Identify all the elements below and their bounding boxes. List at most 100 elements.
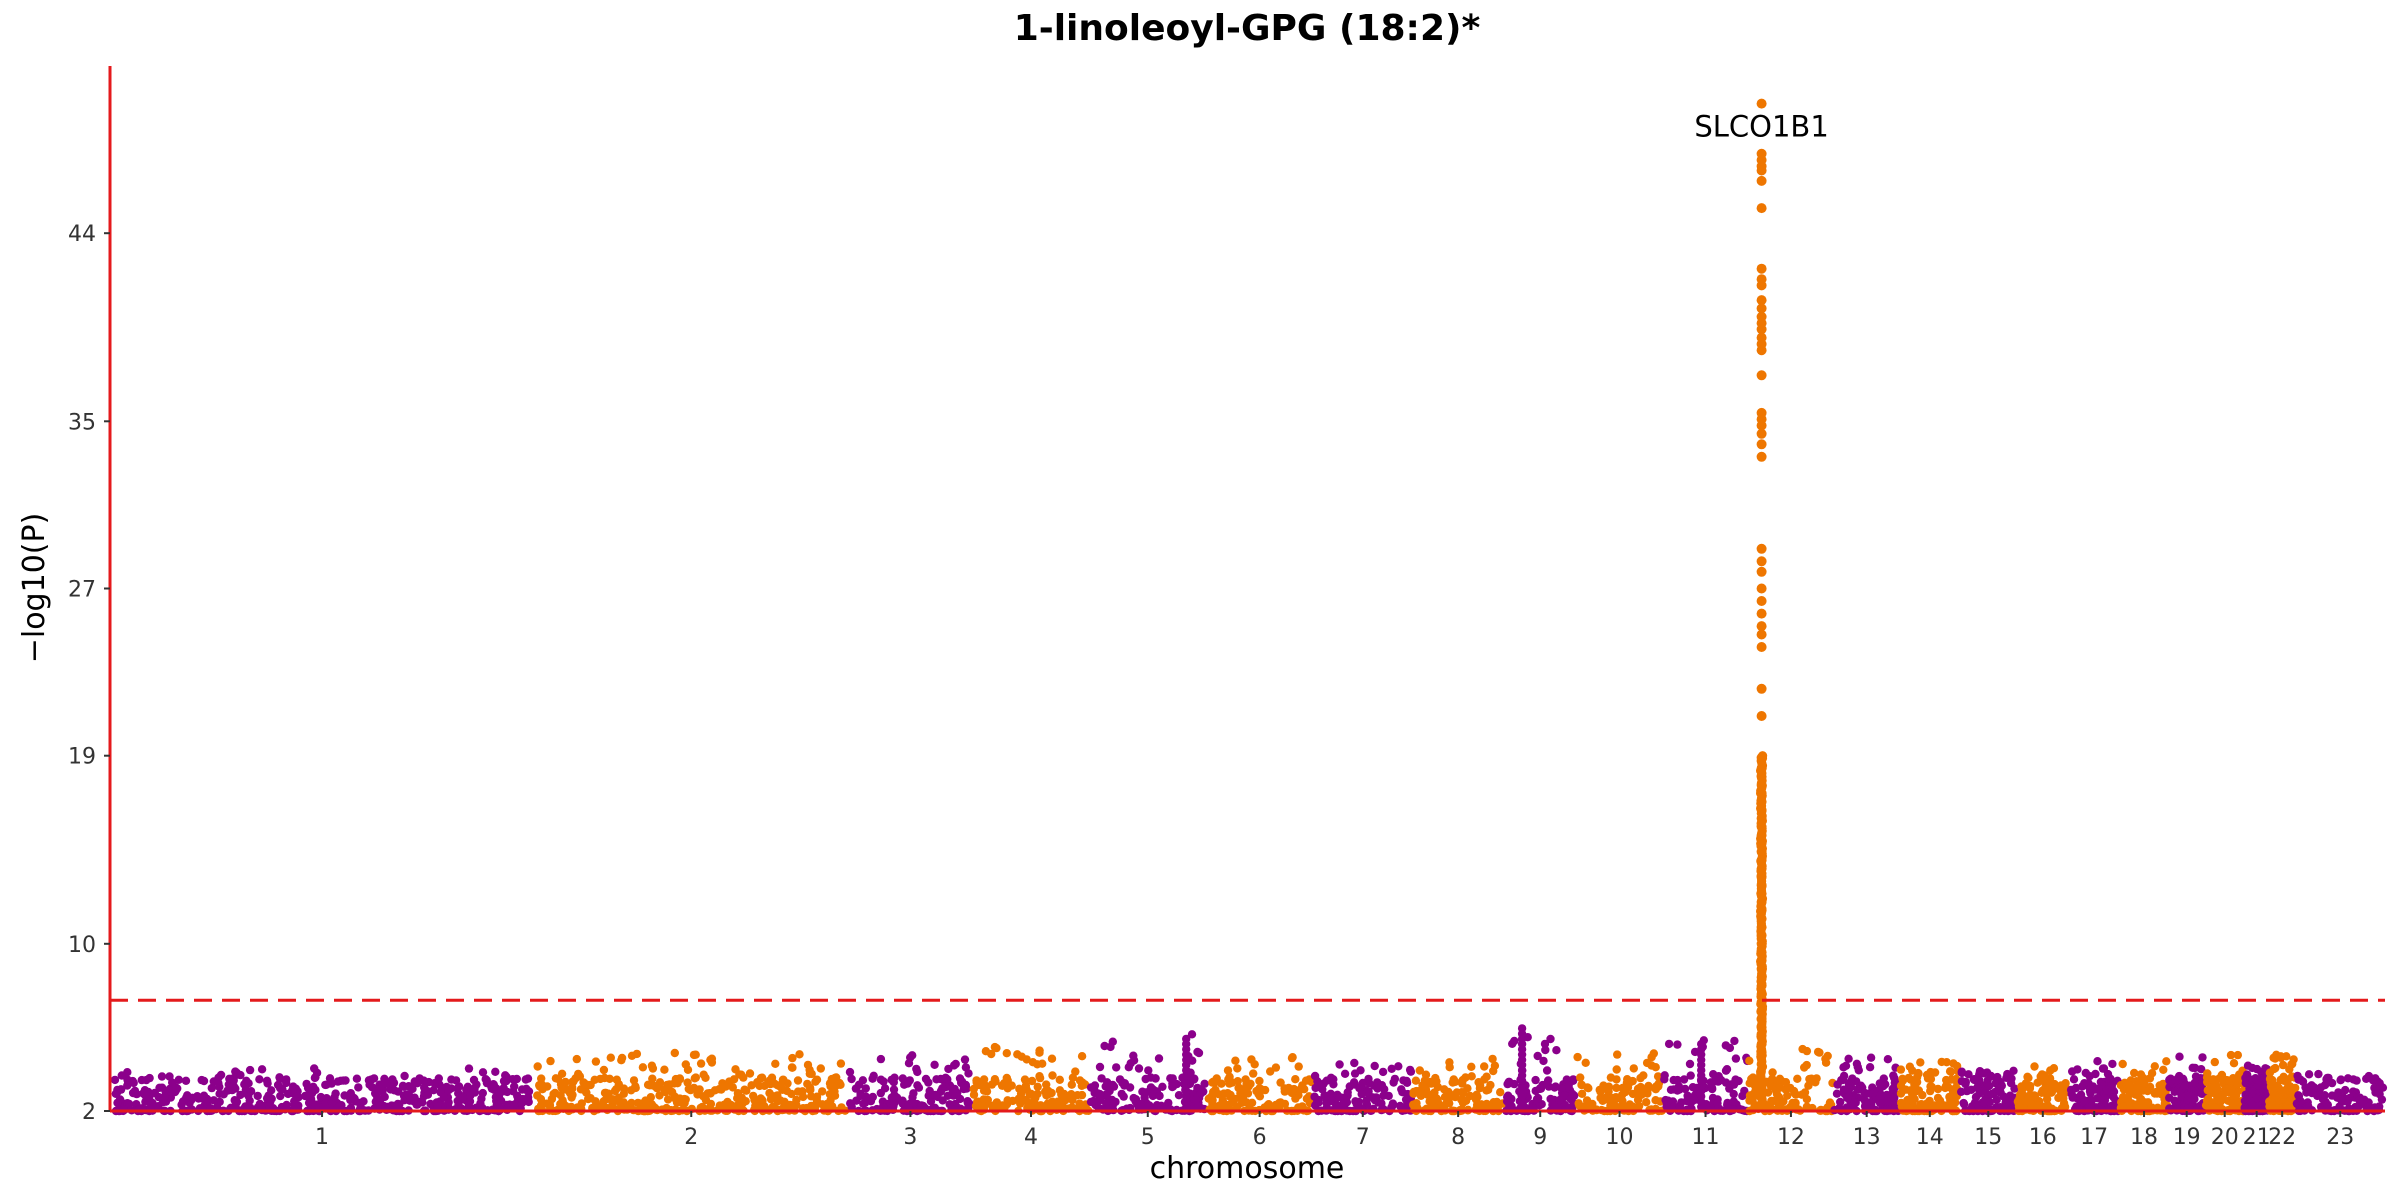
snp-point <box>1397 1085 1406 1094</box>
snp-point <box>1685 1059 1695 1069</box>
snp-point <box>1661 1095 1670 1105</box>
snp-point <box>1226 1092 1235 1102</box>
snp-point <box>693 1090 702 1099</box>
snp-point <box>792 1095 801 1105</box>
snp-point <box>311 1085 320 1095</box>
snp-point <box>845 1067 855 1077</box>
x-tick-label: 16 <box>2029 1125 2057 1150</box>
snp-point <box>830 1073 840 1083</box>
x-tick-label: 21 <box>2243 1125 2271 1150</box>
snp-point <box>1959 1098 1968 1108</box>
snp-point <box>691 1050 700 1059</box>
snp-point <box>2050 1079 2059 1089</box>
snp-point <box>1533 1093 1543 1103</box>
snp-point <box>567 1083 577 1092</box>
snp-point <box>2025 1092 2034 1102</box>
snp-point <box>1146 1073 1156 1082</box>
snp-point <box>478 1088 487 1098</box>
snp-point <box>1288 1053 1297 1062</box>
snp-point <box>805 1065 814 1075</box>
snp-point <box>2321 1097 2330 1107</box>
snp-point <box>572 1054 581 1064</box>
snp-point <box>482 1078 492 1088</box>
snp-point <box>1223 1066 1233 1075</box>
snp-point <box>1844 1054 1853 1064</box>
snp-point <box>464 1064 474 1073</box>
snp-point <box>1068 1073 1078 1082</box>
snp-point <box>174 1075 183 1085</box>
snp-point <box>451 1076 461 1085</box>
snp-point <box>1284 1083 1293 1093</box>
snp-point <box>1158 1082 1167 1092</box>
snp-point <box>1601 1084 1611 1093</box>
snp-point <box>2107 1081 2116 1091</box>
snp-point <box>2242 1078 2251 1088</box>
snp-point <box>1688 1083 1698 1092</box>
snp-point <box>788 1053 797 1063</box>
snp-point <box>1541 1045 1550 1055</box>
snp-point <box>898 1074 907 1083</box>
snp-point <box>768 1102 777 1112</box>
snp-point <box>1364 1074 1373 1084</box>
snp-point <box>1922 1099 1932 1108</box>
snp-point <box>292 1092 302 1101</box>
y-tick-label: 19 <box>68 745 96 770</box>
snp-point <box>2375 1089 2384 1099</box>
snp-point <box>1145 1101 1154 1110</box>
snp-point <box>670 1048 679 1058</box>
snp-point <box>608 1095 618 1104</box>
chromosome-points-4 <box>969 1042 1093 1116</box>
snp-point <box>510 1082 519 1091</box>
snp-point <box>2375 1079 2384 1088</box>
x-tick-label: 18 <box>2130 1125 2158 1150</box>
snp-point <box>1849 1101 1858 1110</box>
snp-point <box>1992 1075 2001 1084</box>
snp-point <box>1224 1100 1233 1110</box>
snp-point <box>1731 1054 1741 1063</box>
snp-point <box>1883 1055 1893 1064</box>
snp-point <box>2314 1069 2323 1079</box>
y-tick-label: 2 <box>82 1100 96 1125</box>
x-tick-label: 22 <box>2268 1125 2296 1150</box>
snp-point <box>890 1091 899 1100</box>
x-tick-label: 15 <box>1974 1125 2002 1150</box>
snp-point <box>518 1098 527 1108</box>
snp-point <box>257 1065 267 1074</box>
snp-point <box>1896 1081 1906 1090</box>
snp-point <box>1311 1083 1320 1093</box>
snp-point <box>2226 1050 2236 1060</box>
snp-point <box>2265 1068 2275 1077</box>
snp-point <box>1729 1089 1738 1099</box>
snp-point <box>979 1102 989 1111</box>
snp-point <box>137 1075 146 1085</box>
snp-point <box>1994 1084 2004 1094</box>
chromosome-points-1 <box>110 1064 534 1116</box>
snp-point <box>1276 1078 1285 1087</box>
snp-point <box>1028 1058 1038 1067</box>
snp-point <box>1823 1051 1832 1061</box>
snp-point <box>2014 1102 2024 1111</box>
snp-point <box>707 1058 717 1067</box>
snp-point <box>2287 1060 2296 1069</box>
snp-point <box>1839 1063 1848 1072</box>
snp-point <box>2162 1057 2171 1066</box>
x-tick-label: 8 <box>1451 1125 1465 1150</box>
snp-point <box>2158 1089 2167 1098</box>
snp-point <box>2198 1053 2207 1062</box>
snp-point <box>2025 1084 2035 1093</box>
snp-point <box>1053 1097 1062 1106</box>
snp-point <box>1971 1092 1981 1102</box>
snp-point <box>253 1091 262 1101</box>
snp-point <box>981 1084 990 1093</box>
snp-point <box>2224 1096 2233 1106</box>
peak-gene-label: SLCO1B1 <box>1694 110 1828 144</box>
snp-point <box>196 1093 206 1103</box>
snp-point <box>788 1063 797 1072</box>
snp-point <box>1047 1088 1056 1098</box>
snp-point <box>1649 1049 1659 1058</box>
snp-point <box>1055 1075 1065 1085</box>
snp-point <box>1027 1076 1037 1086</box>
snp-point <box>1016 1099 1025 1108</box>
snp-point <box>1020 1075 1030 1084</box>
snp-point <box>1745 1056 1754 1066</box>
